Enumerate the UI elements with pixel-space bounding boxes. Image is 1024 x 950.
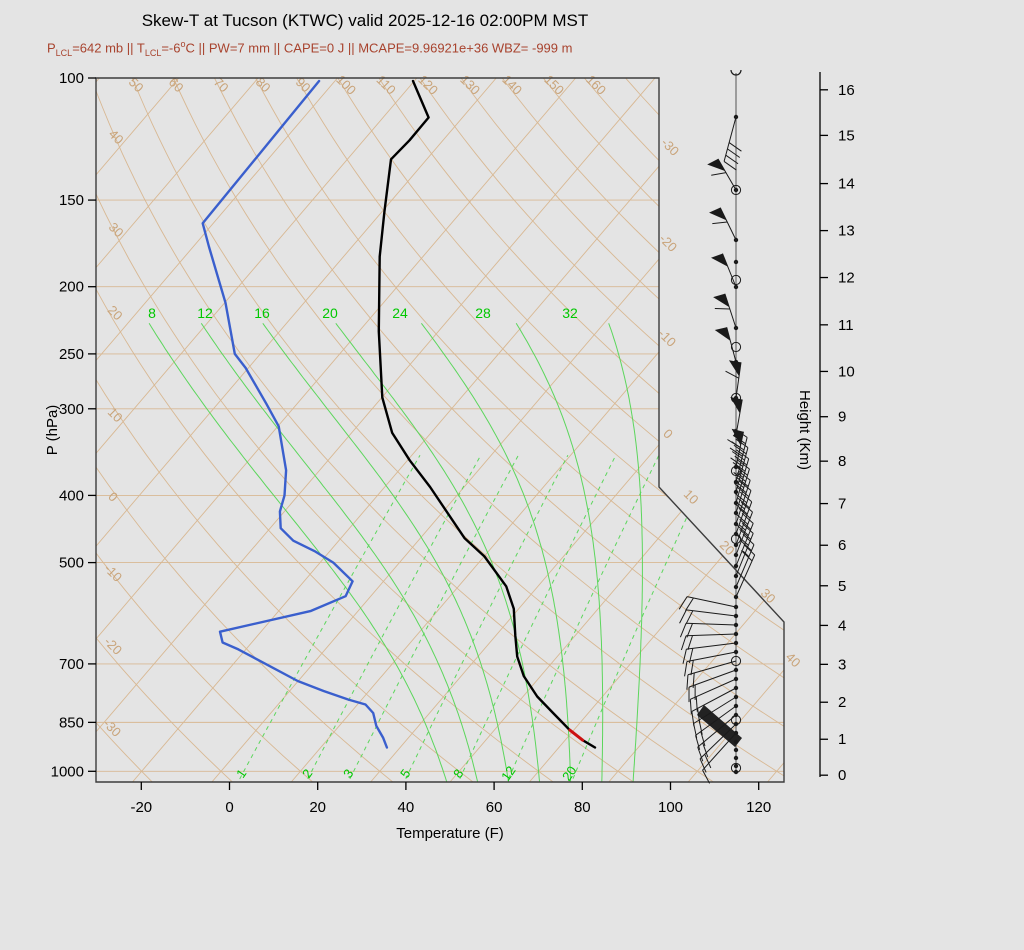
svg-text:110: 110: [374, 72, 399, 97]
svg-text:130: 130: [457, 72, 483, 98]
svg-text:150: 150: [541, 72, 567, 98]
svg-text:-20: -20: [656, 231, 680, 255]
svg-text:30: 30: [106, 219, 127, 240]
svg-text:15: 15: [838, 127, 855, 144]
svg-text:3: 3: [340, 766, 356, 781]
svg-text:150: 150: [59, 192, 84, 209]
svg-text:10: 10: [681, 486, 702, 507]
svg-text:120: 120: [746, 799, 771, 816]
svg-text:-20: -20: [101, 634, 125, 658]
t-lcl-value: =-6: [161, 40, 181, 56]
svg-text:0: 0: [225, 799, 233, 816]
svg-text:8: 8: [148, 305, 156, 321]
svg-text:3: 3: [838, 656, 846, 673]
p-lcl-sub: LCL: [55, 47, 73, 58]
wind-barb-column: [678, 69, 756, 784]
indices-rest: C || PW=7 mm || CAPE=0 J || MCAPE=9.9692…: [185, 40, 573, 56]
svg-text:12: 12: [838, 270, 855, 287]
svg-text:850: 850: [59, 714, 84, 731]
page-title: Skew-T at Tucson (KTWC) valid 2025-12-16…: [95, 11, 635, 31]
svg-text:40: 40: [398, 799, 415, 816]
sounding-indices-subtitle: PLCL=642 mb || TLCL=-6oC || PW=7 mm || C…: [47, 39, 572, 58]
svg-text:100: 100: [333, 72, 359, 98]
svg-text:400: 400: [59, 487, 84, 504]
svg-text:100: 100: [59, 70, 84, 87]
dewpoint-F-curve: [201, 79, 389, 749]
svg-text:5: 5: [838, 578, 846, 595]
svg-text:-30: -30: [100, 716, 124, 740]
svg-text:0: 0: [105, 489, 121, 505]
svg-text:6: 6: [838, 537, 846, 554]
background-grid: [96, 78, 784, 782]
t-lcl-sub: LCL: [144, 47, 162, 58]
svg-text:2: 2: [838, 694, 846, 711]
svg-text:1: 1: [838, 731, 846, 748]
svg-text:9: 9: [838, 409, 846, 426]
svg-text:4: 4: [838, 617, 846, 634]
svg-text:12: 12: [498, 763, 519, 783]
svg-text:1000: 1000: [51, 763, 84, 780]
degree-sup: o: [180, 39, 186, 49]
svg-text:1: 1: [233, 766, 249, 781]
svg-text:28: 28: [475, 305, 491, 321]
svg-text:0: 0: [838, 767, 846, 784]
svg-text:0: 0: [660, 426, 676, 442]
svg-text:700: 700: [59, 656, 84, 673]
svg-text:24: 24: [392, 305, 408, 321]
svg-text:30: 30: [758, 585, 779, 606]
svg-text:20: 20: [559, 763, 580, 783]
svg-text:12: 12: [197, 305, 213, 321]
temperature-F-curve: [377, 79, 597, 749]
svg-text:-30: -30: [658, 135, 682, 159]
parcel-red-segment-curve: [568, 728, 585, 742]
p-lcl-label: P: [47, 40, 56, 56]
title-text: Skew-T at Tucson (KTWC) valid 2025-12-16…: [141, 11, 589, 30]
svg-text:32: 32: [562, 305, 578, 321]
svg-text:16: 16: [838, 82, 855, 99]
svg-text:13: 13: [838, 223, 855, 240]
sounding-curves: [201, 79, 597, 749]
svg-text:140: 140: [499, 72, 525, 98]
svg-text:250: 250: [59, 346, 84, 363]
svg-text:7: 7: [838, 496, 846, 513]
svg-text:20: 20: [322, 305, 338, 321]
svg-text:200: 200: [59, 279, 84, 296]
svg-text:11: 11: [838, 317, 854, 334]
p-lcl-value: =642 mb || T: [72, 40, 145, 56]
svg-text:20: 20: [309, 799, 326, 816]
svg-text:40: 40: [106, 126, 127, 147]
svg-text:60: 60: [486, 799, 503, 816]
svg-text:20: 20: [105, 302, 126, 323]
svg-text:16: 16: [254, 305, 270, 321]
svg-text:500: 500: [59, 555, 84, 572]
svg-text:80: 80: [574, 799, 591, 816]
svg-text:8: 8: [838, 453, 846, 470]
svg-text:160: 160: [583, 72, 609, 98]
yaxis-right-title: Height (Km): [796, 390, 813, 470]
svg-text:100: 100: [658, 799, 683, 816]
yaxis-left-title: P (hPa): [44, 405, 61, 456]
svg-text:14: 14: [838, 176, 855, 193]
xaxis-title: Temperature (F): [396, 825, 504, 842]
plot-frame: [95, 77, 785, 783]
svg-text:10: 10: [838, 363, 855, 380]
svg-text:40: 40: [783, 649, 804, 670]
svg-text:300: 300: [59, 401, 84, 418]
svg-text:-20: -20: [130, 799, 152, 816]
